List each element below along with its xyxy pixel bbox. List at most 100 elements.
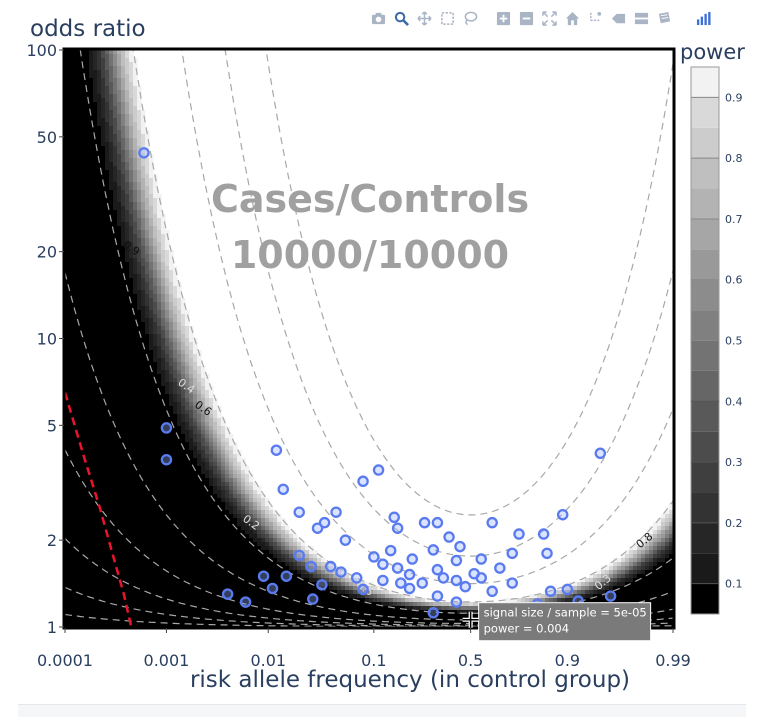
y-tick-label: 2 bbox=[47, 531, 57, 550]
gwas-hit-point[interactable] bbox=[280, 570, 293, 582]
zoom-out-icon bbox=[519, 11, 534, 25]
gwas-hit-point[interactable] bbox=[293, 549, 305, 562]
zoom-out-button[interactable] bbox=[516, 8, 537, 28]
gwas-hit-point[interactable] bbox=[270, 444, 283, 456]
pan-button[interactable] bbox=[414, 8, 435, 28]
gwas-hit-point[interactable] bbox=[506, 547, 518, 560]
gwas-hit-point[interactable] bbox=[377, 574, 389, 587]
gwas-hit-point[interactable] bbox=[506, 577, 518, 589]
gwas-hit-point[interactable] bbox=[350, 572, 363, 584]
gwas-hit-point[interactable] bbox=[305, 560, 317, 573]
signal-size-contour bbox=[65, 449, 673, 625]
colorbar-band bbox=[691, 67, 719, 98]
gwas-hit-point[interactable] bbox=[443, 531, 455, 543]
gwas-hit-point[interactable] bbox=[391, 562, 404, 574]
gwas-hit-point[interactable] bbox=[377, 558, 389, 571]
gwas-hit-point[interactable] bbox=[544, 585, 557, 598]
gwas-hit-point[interactable] bbox=[368, 551, 380, 563]
gwas-hit-point[interactable] bbox=[160, 422, 173, 434]
gwas-hit-point[interactable] bbox=[431, 590, 444, 602]
colorbar-band bbox=[691, 370, 719, 402]
gwas-hit-point[interactable] bbox=[561, 583, 574, 596]
signal-size-contour bbox=[65, 537, 673, 626]
gwas-hit-point[interactable] bbox=[160, 453, 173, 466]
gwas-hit-point[interactable] bbox=[335, 566, 347, 578]
gwas-hit-point[interactable] bbox=[541, 547, 553, 560]
gwas-hit-point[interactable] bbox=[221, 588, 234, 600]
gwas-hit-point[interactable] bbox=[372, 464, 385, 476]
gwas-hit-point[interactable] bbox=[403, 568, 416, 581]
y-tick-label: 20 bbox=[37, 243, 57, 262]
gwas-hit-point[interactable] bbox=[556, 508, 569, 521]
y-axis-title: odds ratio bbox=[30, 16, 146, 42]
gwas-hit-point[interactable] bbox=[459, 580, 472, 593]
gwas-hit-point[interactable] bbox=[494, 562, 506, 574]
zoom-in-button[interactable] bbox=[493, 8, 514, 28]
gwas-hit-point[interactable] bbox=[431, 563, 444, 576]
colorbar-band bbox=[691, 218, 719, 250]
gwas-hit-point[interactable] bbox=[416, 577, 428, 589]
gwas-hit-point[interactable] bbox=[277, 483, 290, 496]
gwas-hit-point[interactable] bbox=[468, 567, 480, 580]
gwas-hit-point[interactable] bbox=[513, 528, 525, 540]
gwas-hit-point[interactable] bbox=[418, 516, 431, 529]
lasso-select-button[interactable] bbox=[460, 8, 481, 28]
reset-axes-button[interactable] bbox=[562, 8, 583, 28]
gwas-hit-point[interactable] bbox=[318, 516, 331, 529]
gwas-hit-point[interactable] bbox=[475, 553, 487, 565]
box-select-button[interactable] bbox=[437, 8, 458, 28]
gwas-hit-point[interactable] bbox=[427, 544, 440, 556]
gwas-hit-point[interactable] bbox=[395, 577, 407, 589]
hover-compare-button[interactable] bbox=[631, 8, 652, 28]
colorbar-band bbox=[691, 401, 719, 432]
gwas-hit-point[interactable] bbox=[486, 585, 498, 598]
gwas-hit-point[interactable] bbox=[257, 570, 270, 582]
gwas-hit-point[interactable] bbox=[450, 554, 463, 567]
gwas-hit-point[interactable] bbox=[406, 553, 419, 565]
spike-lines-button[interactable] bbox=[585, 8, 606, 28]
hover-closest-button[interactable] bbox=[608, 8, 629, 28]
x-tick-label: 0.9 bbox=[555, 651, 580, 670]
gwas-hit-point[interactable] bbox=[307, 593, 319, 605]
gwas-hit-point[interactable] bbox=[391, 522, 404, 534]
annotation-cases-controls: Cases/Controls bbox=[211, 177, 529, 221]
gwas-hit-point[interactable] bbox=[384, 544, 397, 557]
gwas-hit-point[interactable] bbox=[339, 534, 352, 546]
gwas-hit-point[interactable] bbox=[324, 560, 337, 573]
gwas-hit-point[interactable] bbox=[454, 540, 466, 553]
annotation-sample-sizes: 10000/10000 bbox=[231, 233, 509, 277]
gwas-hit-point[interactable] bbox=[403, 582, 416, 595]
gwas-hit-point[interactable] bbox=[537, 528, 550, 540]
gwas-hit-point[interactable] bbox=[450, 574, 463, 587]
gwas-hit-point[interactable] bbox=[604, 590, 617, 602]
gwas-hit-point[interactable] bbox=[293, 506, 305, 518]
gwas-hit-point[interactable] bbox=[486, 516, 498, 529]
gwas-hit-point[interactable] bbox=[239, 596, 252, 608]
gwas-hit-point[interactable] bbox=[431, 516, 444, 529]
zoom-button[interactable] bbox=[391, 8, 412, 28]
gwas-hit-point[interactable] bbox=[138, 147, 150, 159]
y-tick-label: 10 bbox=[37, 330, 57, 349]
gwas-hit-point[interactable] bbox=[594, 447, 607, 460]
colorbar-band bbox=[691, 492, 719, 523]
signal-size-contour bbox=[181, 50, 673, 585]
colorbar-title: power bbox=[680, 40, 745, 64]
x-tick-label: 0.0001 bbox=[37, 651, 93, 670]
gwas-hit-point[interactable] bbox=[316, 579, 328, 591]
gwas-hit-point[interactable] bbox=[330, 506, 342, 518]
autoscale-button[interactable] bbox=[539, 8, 560, 28]
gwas-hit-point[interactable] bbox=[437, 572, 450, 584]
gwas-hit-point[interactable] bbox=[266, 582, 279, 595]
plotly-logo-button[interactable] bbox=[693, 8, 714, 28]
gwas-hit-point[interactable] bbox=[427, 607, 440, 619]
colorbar: 0.1 0.2 0.3 0.4 0.5 0.6 0.7 0.8 0.9 bbox=[690, 66, 743, 615]
edit-chart-button[interactable] bbox=[654, 8, 675, 28]
gwas-hit-point[interactable] bbox=[388, 511, 400, 524]
colorbar-tick-label: 0.6 bbox=[725, 274, 743, 287]
box-select-icon bbox=[441, 11, 454, 25]
gwas-hit-point[interactable] bbox=[357, 583, 369, 596]
gwas-hit-point[interactable] bbox=[357, 475, 369, 488]
gwas-hit-point[interactable] bbox=[450, 596, 463, 608]
camera-button[interactable] bbox=[368, 8, 389, 28]
